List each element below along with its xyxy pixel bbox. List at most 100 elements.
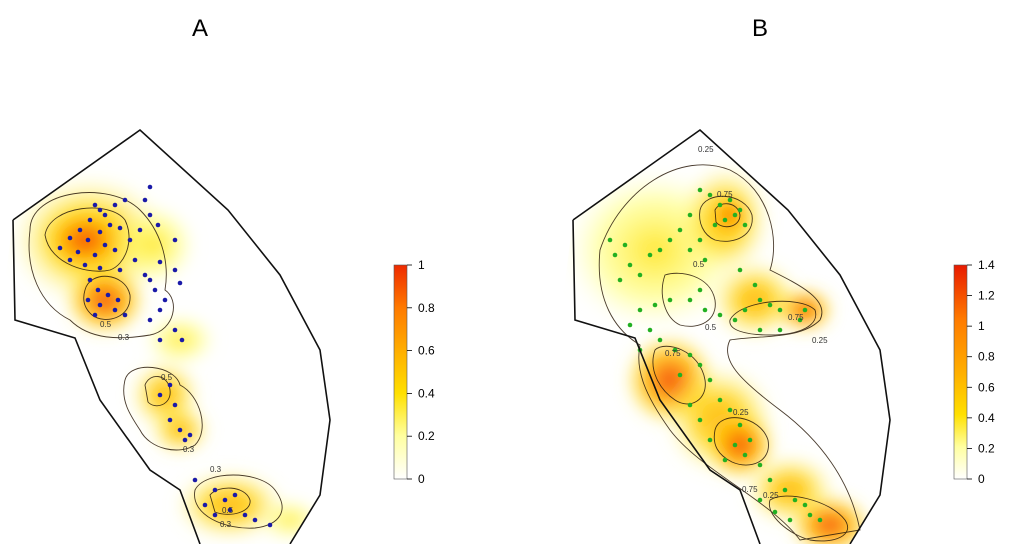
observation-point <box>222 497 228 503</box>
observation-point <box>187 432 193 438</box>
observation-point <box>667 297 673 303</box>
observation-point <box>637 307 643 313</box>
contour-label: 0.25 <box>812 336 828 345</box>
observation-point <box>722 457 728 463</box>
observation-point <box>777 307 783 313</box>
panel-b-legend: 0 0.2 0.4 0.6 0.8 1 1.2 1.4 <box>953 258 995 486</box>
observation-point <box>707 377 713 383</box>
observation-point <box>687 212 693 218</box>
observation-point <box>115 297 121 303</box>
contour-label: 0.5 <box>161 373 173 382</box>
observation-point <box>672 347 678 353</box>
contour-label: 0.3 <box>118 333 130 342</box>
observation-point <box>687 402 693 408</box>
legend-tick-label: 0 <box>418 472 425 486</box>
observation-point <box>112 202 118 208</box>
observation-point <box>192 477 198 483</box>
observation-point <box>85 237 91 243</box>
panel-a-colorbar <box>393 264 408 480</box>
panel-a-legend: 0 0.2 0.4 0.6 0.8 1 <box>393 258 435 486</box>
legend-tick-label: 0.4 <box>418 386 435 400</box>
observation-point <box>267 522 273 528</box>
contour-label: 0.3 <box>210 465 222 474</box>
observation-point <box>702 257 708 263</box>
observation-point <box>612 252 618 258</box>
observation-point <box>85 297 91 303</box>
observation-point <box>657 247 663 253</box>
observation-point <box>777 327 783 333</box>
observation-point <box>687 352 693 358</box>
observation-point <box>155 222 161 228</box>
observation-point <box>697 287 703 293</box>
legend-tick-label: 1.2 <box>978 289 995 303</box>
observation-point <box>147 184 153 190</box>
panel-a-contours <box>28 192 283 529</box>
observation-point <box>132 257 138 263</box>
observation-point <box>697 237 703 243</box>
observation-point <box>157 259 163 265</box>
observation-point <box>162 297 168 303</box>
panel-b-contour-labels: 0.25 0.75 0.5 0.25 0.75 0.5 0.25 0.75 0.25 0.75 <box>665 145 828 500</box>
observation-point <box>732 442 738 448</box>
legend-tick-label: 0.2 <box>978 441 995 455</box>
contour-label: 0.75 <box>665 349 681 358</box>
legend-tick-label: 0.8 <box>978 350 995 364</box>
observation-point <box>102 212 108 218</box>
observation-point <box>802 502 808 508</box>
observation-point <box>797 317 803 323</box>
observation-point <box>177 280 183 286</box>
contour-label: 0.75 <box>717 190 733 199</box>
observation-point <box>727 407 733 413</box>
observation-point <box>717 312 723 318</box>
legend-tick-label: 1 <box>978 319 985 333</box>
observation-point <box>737 422 743 428</box>
observation-point <box>179 337 185 343</box>
panel-a-points <box>57 184 273 528</box>
observation-point <box>737 207 743 213</box>
observation-point <box>87 217 93 223</box>
legend-tick-label: 0.2 <box>418 429 435 443</box>
observation-point <box>122 197 128 203</box>
observation-point <box>82 262 88 268</box>
observation-point <box>77 227 83 233</box>
observation-point <box>252 517 258 523</box>
panel-b-title: B <box>752 15 768 42</box>
observation-point <box>697 187 703 193</box>
observation-point <box>157 337 163 343</box>
observation-point <box>752 282 758 288</box>
observation-point <box>787 517 793 523</box>
observation-point <box>732 317 738 323</box>
contour-label: 0.5 <box>100 320 112 329</box>
observation-point <box>182 437 188 443</box>
observation-point <box>97 265 103 271</box>
observation-point <box>607 237 613 243</box>
panel-b-density-surface <box>565 165 870 544</box>
observation-point <box>92 252 98 258</box>
observation-point <box>637 272 643 278</box>
observation-point <box>747 437 753 443</box>
observation-point <box>792 497 798 503</box>
observation-point <box>172 327 178 333</box>
observation-point <box>712 222 718 228</box>
observation-point <box>107 222 113 228</box>
observation-point <box>67 257 73 263</box>
observation-point <box>652 302 658 308</box>
observation-point <box>742 307 748 313</box>
legend-tick-label: 1.4 <box>978 258 995 272</box>
observation-point <box>157 392 163 398</box>
observation-point <box>707 437 713 443</box>
contour-label: 0.75 <box>788 313 804 322</box>
observation-point <box>727 197 733 203</box>
observation-point <box>172 267 178 273</box>
observation-point <box>707 192 713 198</box>
observation-point <box>757 297 763 303</box>
contour-label: 0.75 <box>742 485 758 494</box>
observation-point <box>95 287 101 293</box>
observation-point <box>697 417 703 423</box>
observation-point <box>202 502 208 508</box>
observation-point <box>757 462 763 468</box>
contour-label: 0.3 <box>220 520 232 529</box>
legend-tick-label: 0 <box>978 472 985 486</box>
observation-point <box>742 452 748 458</box>
